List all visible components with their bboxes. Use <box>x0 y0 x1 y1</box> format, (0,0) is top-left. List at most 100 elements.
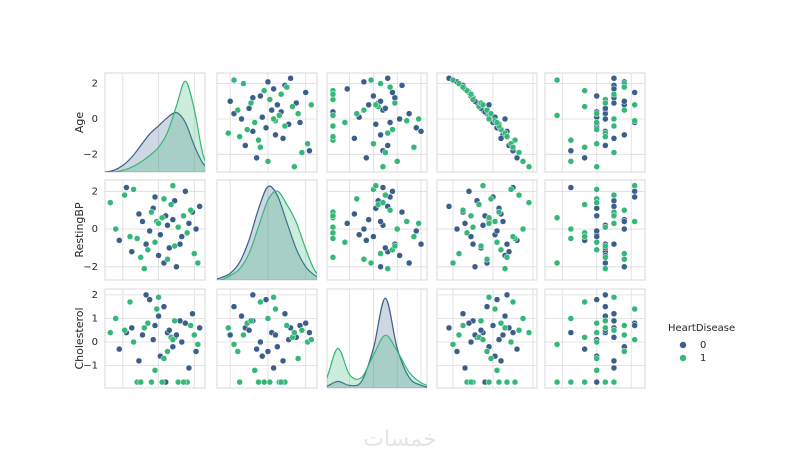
scatter-point <box>174 223 182 231</box>
scatter-point <box>270 364 277 372</box>
legend-label: 1 <box>700 353 706 364</box>
scatter-point <box>137 254 144 261</box>
scatter-point <box>455 250 463 257</box>
scatter-point <box>553 76 561 84</box>
scatter-point <box>116 345 123 353</box>
scatter-point <box>377 250 384 257</box>
scatter-point <box>353 110 361 117</box>
scatter-point <box>264 348 272 355</box>
scatter-point <box>509 298 517 306</box>
y-tick-label: 0 <box>92 337 98 348</box>
scatter-point <box>483 303 491 310</box>
density-line <box>327 334 427 386</box>
scatter-point <box>329 223 337 231</box>
scatter-point <box>610 197 618 205</box>
scatter-point <box>449 76 457 84</box>
scatter-point <box>247 317 255 325</box>
scatter-point <box>270 294 277 301</box>
scatter-point <box>602 317 609 325</box>
scatter-point <box>160 303 168 310</box>
scatter-point <box>372 182 380 189</box>
scatter-point <box>507 186 515 193</box>
scatter-point <box>164 222 171 229</box>
scatter-point <box>277 378 285 386</box>
scatter-point <box>610 357 618 365</box>
scatter-point <box>479 336 487 343</box>
scatter-point <box>515 191 523 199</box>
scatter-point <box>141 324 148 332</box>
scatter-point <box>610 327 618 334</box>
scatter-point <box>308 101 315 109</box>
y-tick-label: 2 <box>92 186 98 197</box>
scatter-point <box>413 227 420 235</box>
y-tick-label: 0 <box>92 114 98 125</box>
scatter-point <box>171 317 178 325</box>
scatter-point <box>281 310 289 317</box>
density-line <box>105 111 205 172</box>
scatter-point <box>602 115 609 123</box>
legend-marker <box>679 341 687 349</box>
scatter-point <box>602 259 609 267</box>
y-tick-label: −2 <box>83 149 98 160</box>
scatter-point <box>236 133 243 140</box>
scatter-point <box>621 255 628 263</box>
scatter-point <box>343 220 351 227</box>
scatter-point <box>602 254 609 261</box>
scatter-point <box>567 329 575 336</box>
scatter-point <box>610 212 618 220</box>
panel-frame <box>436 288 538 389</box>
scatter-point <box>196 324 203 332</box>
scatter-point <box>225 324 232 332</box>
scatter-point <box>553 112 561 119</box>
scatter-point <box>382 244 389 252</box>
scatter-point <box>410 144 418 151</box>
scatter-point <box>459 322 467 329</box>
scatter-point <box>144 246 152 254</box>
scatter-point <box>491 218 499 225</box>
scatter-point <box>171 242 178 250</box>
scatter-point <box>298 149 306 156</box>
scatter-point <box>341 119 349 126</box>
legend-marker <box>679 354 687 362</box>
scatter-point <box>389 126 396 133</box>
scatter-point <box>274 101 281 109</box>
scatter-point <box>467 378 475 386</box>
scatter-point <box>499 218 507 225</box>
scatter-point <box>157 231 164 238</box>
y-tick-label: −2 <box>83 262 98 273</box>
scatter-point <box>240 331 247 339</box>
scatter-point <box>128 324 136 332</box>
scatter-point <box>501 265 509 272</box>
density-area <box>327 298 427 388</box>
scatter-point <box>377 80 384 87</box>
scatter-point <box>593 163 600 170</box>
scatter-point <box>485 115 493 123</box>
scatter-point <box>291 163 298 170</box>
scatter-point <box>621 218 628 225</box>
scatter-point <box>281 122 289 130</box>
scatter-point <box>169 343 177 350</box>
scatter-point <box>621 98 628 105</box>
scatter-point <box>389 188 396 195</box>
scatter-point <box>469 240 477 248</box>
scatter-point <box>631 182 638 189</box>
scatter-point <box>139 218 146 225</box>
scatter-point <box>465 188 473 195</box>
scatter-point <box>302 89 309 96</box>
legend-label: 0 <box>700 340 706 351</box>
scatter-point <box>155 294 162 301</box>
panel-frame <box>216 288 318 389</box>
scatter-point <box>135 210 143 218</box>
scatter-point <box>567 136 575 144</box>
scatter-point <box>257 92 264 100</box>
y-axis-label: RestingBP <box>73 202 86 258</box>
scatter-point <box>610 240 618 248</box>
scatter-point <box>593 329 600 336</box>
scatter-point <box>251 367 258 374</box>
scatter-point <box>158 214 166 221</box>
panel-frame <box>216 72 318 173</box>
scatter-point <box>148 378 155 386</box>
panel-frame <box>544 179 646 281</box>
scatter-point <box>509 329 517 336</box>
scatter-point <box>370 140 377 147</box>
